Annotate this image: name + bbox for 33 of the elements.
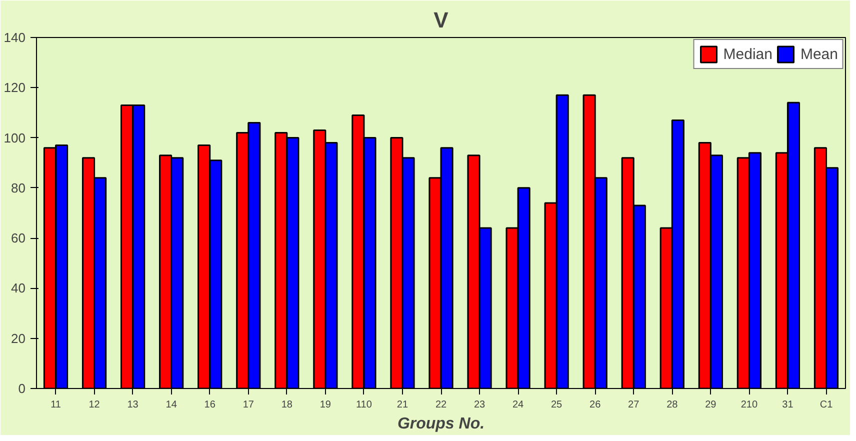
- x-tick-label: 31: [782, 400, 794, 410]
- legend-label: Median: [723, 46, 772, 62]
- y-tick-label: 120: [4, 80, 26, 96]
- x-tick-label: 27: [628, 400, 640, 410]
- x-tick-label: C1: [820, 400, 834, 410]
- y-tick-label: 100: [4, 130, 26, 146]
- x-tick-label: 22: [435, 400, 447, 410]
- x-tick-label: 17: [242, 400, 254, 410]
- x-tick-label: 12: [88, 400, 100, 410]
- x-tick-label: 21: [396, 400, 408, 410]
- legend-label: Mean: [800, 46, 838, 62]
- chart-title: V: [434, 8, 449, 32]
- x-tick-label: 110: [356, 400, 372, 410]
- x-tick-label: 14: [166, 400, 178, 410]
- x-tick-label: 16: [204, 400, 216, 410]
- x-axis-title: Groups No.: [397, 416, 485, 432]
- x-tick-label: 210: [740, 400, 758, 410]
- y-tick-label: 140: [4, 30, 26, 45]
- y-tick-label: 60: [11, 230, 26, 246]
- y-tick-label: 40: [11, 280, 26, 296]
- x-tick-label: 19: [320, 400, 332, 410]
- x-tick-label: 28: [666, 400, 678, 410]
- x-tick-label: 13: [127, 400, 139, 410]
- x-tick-label: 26: [590, 400, 602, 410]
- x-tick-label: 29: [705, 400, 717, 410]
- x-tick-label: 18: [281, 400, 293, 410]
- x-tick-label: 23: [474, 400, 486, 410]
- x-tick-label: 11: [50, 400, 62, 410]
- y-tick-label: 0: [18, 381, 26, 396]
- y-tick-label: 20: [11, 330, 26, 346]
- x-tick-label: 24: [512, 400, 524, 410]
- x-tick-label: 25: [551, 400, 563, 410]
- y-tick-label: 80: [11, 180, 26, 196]
